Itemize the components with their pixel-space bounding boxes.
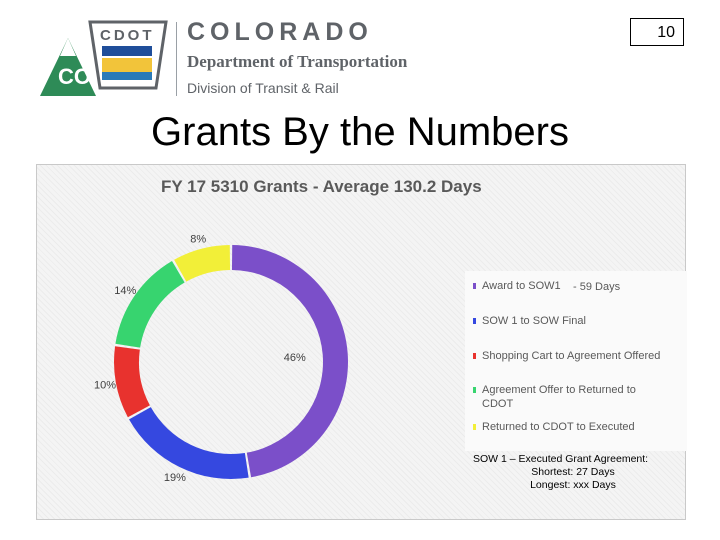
- legend-swatch: [473, 318, 476, 325]
- chart-legend: Award to SOW1 SOW 1 to SOW Final Shoppin…: [465, 271, 687, 451]
- note-line-3: Longest: xxx Days: [530, 479, 616, 491]
- data-label-returned-to-cdot-to-executed: 8%: [190, 233, 206, 245]
- legend-label: Shopping Cart to Agreement Offered: [482, 350, 661, 362]
- header-divider: [176, 22, 177, 96]
- page-title: Grants By the Numbers: [151, 110, 569, 154]
- legend-item-shopping-cart: Shopping Cart to Agreement Offered: [473, 349, 660, 363]
- org-name: COLORADO: [187, 18, 373, 46]
- chart-title: FY 17 5310 Grants - Average 130.2 Days: [161, 177, 482, 196]
- legend-item-award-to-sow1: Award to SOW1: [473, 279, 561, 293]
- donut-slice-returned-to-cdot-to-executed: [174, 245, 231, 282]
- legend-extra-days: - 59 Days: [573, 281, 621, 293]
- donut-slice-award-to-sow1: [231, 245, 349, 478]
- logo-text: CDOT: [100, 27, 155, 44]
- legend-label: SOW 1 to SOW Final: [482, 315, 586, 327]
- donut-chart: 46% 19% 10% 14% 8%: [94, 233, 349, 484]
- department-name: Department of Transportation: [187, 52, 408, 71]
- logo-badge-text: CO: [58, 64, 91, 89]
- data-label-award-to-sow1: 46%: [284, 352, 306, 364]
- chart-panel: FY 17 5310 Grants - Average 130.2 Days 4…: [36, 164, 687, 520]
- logo-mountain-icon: [40, 38, 96, 96]
- legend-label: Award to SOW1: [482, 280, 561, 292]
- data-label-shopping-cart-to-agreement-offered: 10%: [94, 380, 116, 392]
- duration-note: SOW 1 – Executed Grant Agreement: Shorte…: [473, 453, 673, 492]
- legend-item-agreement-offer: Agreement Offer to Returned to CDOT: [473, 383, 662, 411]
- division-name: Division of Transit & Rail: [187, 80, 339, 96]
- donut-slice-shopping-cart-to-agreement-offered: [114, 346, 150, 418]
- legend-label: Agreement Offer to Returned to CDOT: [482, 384, 636, 410]
- donut-slice-sow-1-to-sow-final: [129, 407, 249, 479]
- legend-swatch: [473, 424, 476, 431]
- legend-swatch: [473, 283, 476, 290]
- legend-swatch: [473, 387, 476, 394]
- note-line-2: Shortest: 27 Days: [531, 466, 615, 478]
- legend-item-returned-to-executed: Returned to CDOT to Executed: [473, 420, 635, 434]
- data-label-agreement-offer-to-returned-to-cdot: 14%: [114, 285, 136, 297]
- page-number: 10: [630, 18, 684, 46]
- legend-label: Returned to CDOT to Executed: [482, 421, 635, 433]
- cdot-logo: CO CDOT: [40, 20, 168, 96]
- donut-slice-agreement-offer-to-returned-to-cdot: [115, 260, 185, 348]
- legend-item-sow1-to-sow-final: SOW 1 to SOW Final: [473, 314, 586, 328]
- data-label-sow-1-to-sow-final: 19%: [164, 472, 186, 484]
- legend-swatch: [473, 353, 476, 360]
- note-line-1: SOW 1 – Executed Grant Agreement:: [473, 453, 649, 465]
